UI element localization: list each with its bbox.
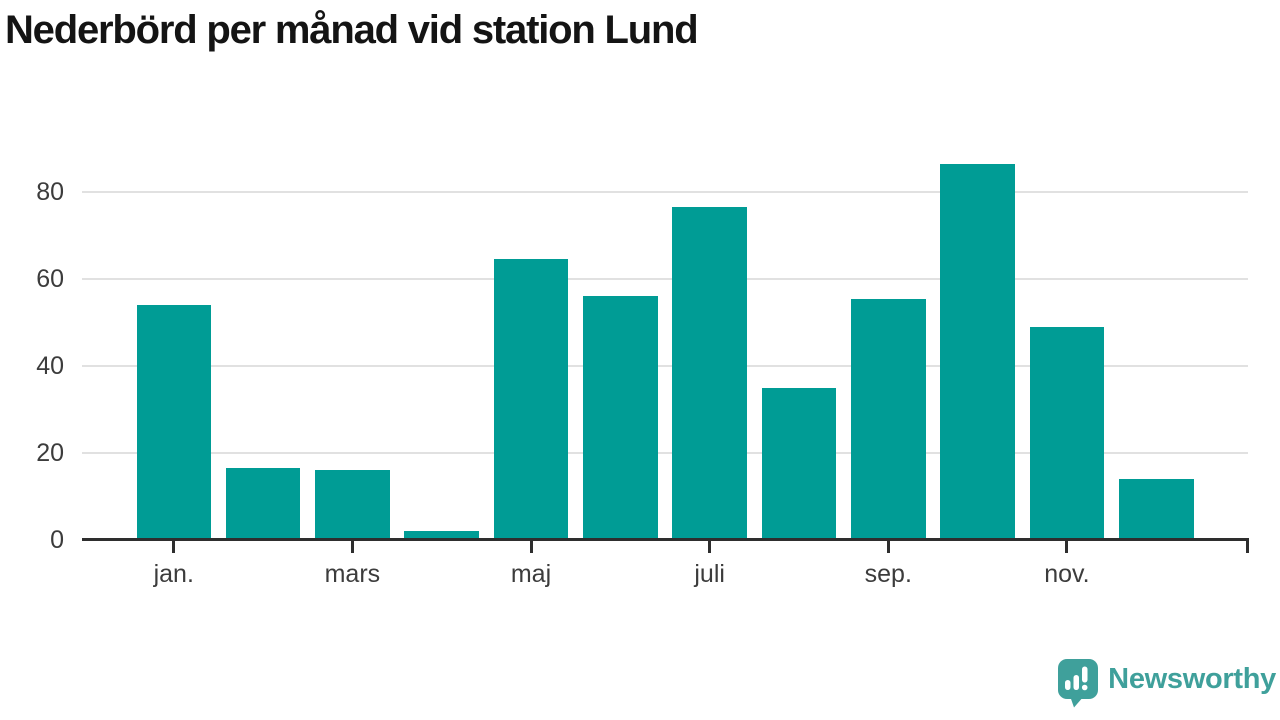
bar-aug. xyxy=(761,388,837,540)
x-axis-label-mars: mars xyxy=(324,560,381,588)
bar-jan. xyxy=(136,305,211,540)
x-axis-label-juli: juli xyxy=(694,560,725,588)
newsworthy-logo: Newsworthy xyxy=(1057,658,1276,708)
bar-juni xyxy=(583,296,658,540)
x-tick-maj xyxy=(529,541,533,553)
bar-mars xyxy=(315,470,390,540)
y-axis-label-0: 0 xyxy=(50,526,64,554)
gridline-20 xyxy=(82,452,1248,454)
x-tick-jan. xyxy=(172,541,176,553)
x-axis-label-jan.: jan. xyxy=(153,560,194,588)
bar-feb. xyxy=(225,468,301,540)
x-tick-juli xyxy=(708,541,712,553)
x-axis-label-nov.: nov. xyxy=(1044,560,1090,588)
gridline-60 xyxy=(82,278,1248,280)
y-axis-label-80: 80 xyxy=(36,178,64,206)
x-axis-label-maj: maj xyxy=(510,560,552,588)
y-axis-label-20: 20 xyxy=(36,439,64,467)
gridline-80 xyxy=(82,191,1248,193)
y-axis-label-40: 40 xyxy=(36,352,64,380)
bar-okt. xyxy=(940,164,1015,540)
x-axis-line xyxy=(82,538,1249,541)
chart-title: Nederbörd per månad vid station Lund xyxy=(5,8,699,52)
x-axis-end-tick xyxy=(1246,541,1249,553)
x-axis-label-sep.: sep. xyxy=(864,560,912,588)
bar-maj xyxy=(493,259,569,540)
gridline-40 xyxy=(82,365,1248,367)
bar-nov. xyxy=(1029,327,1105,540)
bar-juli xyxy=(672,207,747,540)
bar-apr. xyxy=(404,531,479,540)
bar-dec. xyxy=(1119,479,1194,540)
x-tick-nov. xyxy=(1065,541,1069,553)
newsworthy-logo-text: Newsworthy xyxy=(1108,662,1276,695)
x-tick-sep. xyxy=(886,541,890,553)
newsworthy-speech-bubble-bar-chart-icon xyxy=(1058,659,1099,708)
x-tick-mars xyxy=(350,541,354,553)
y-axis-label-60: 60 xyxy=(36,265,64,293)
bar-sep. xyxy=(851,299,926,540)
